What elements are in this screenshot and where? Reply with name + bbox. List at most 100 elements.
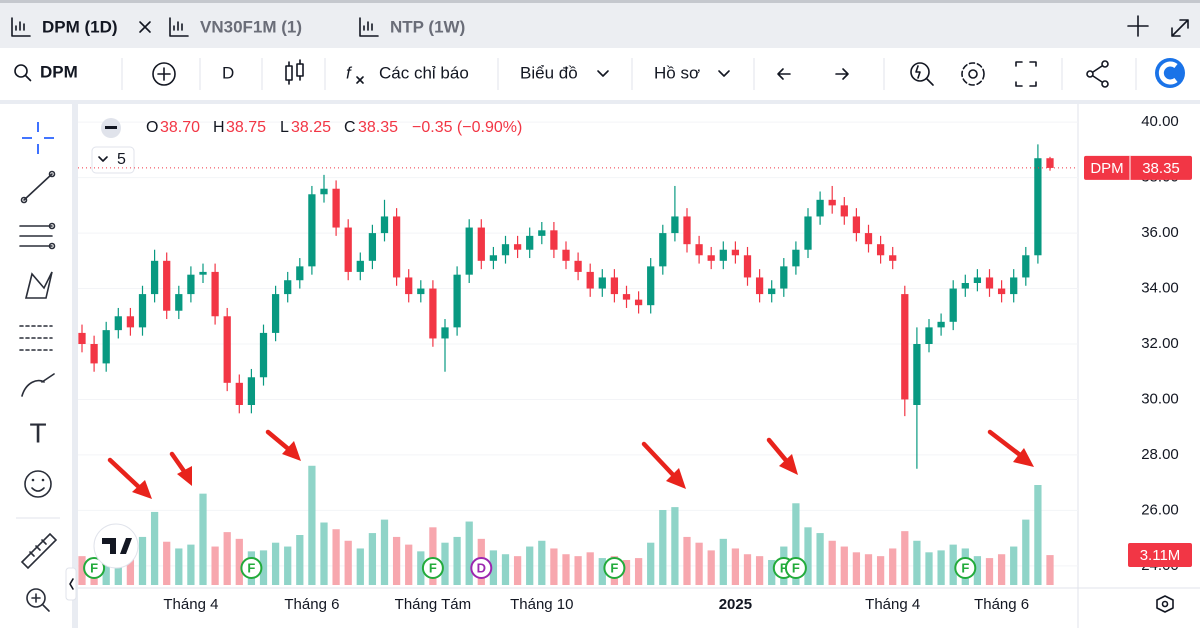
fullscreen-icon[interactable] (1015, 61, 1037, 87)
line-tool[interactable] (20, 170, 56, 204)
candle-body (852, 216, 861, 234)
tab-label[interactable]: VN30F1M (1) (200, 17, 302, 36)
candle-body (114, 316, 122, 331)
candle-body (707, 255, 715, 261)
volume-bar (199, 493, 207, 585)
chart-type-label[interactable]: Biểu đồ (520, 63, 578, 82)
profile-menu[interactable]: Hồ sơ (654, 63, 730, 82)
volume-bar (175, 548, 183, 585)
x-tick-label: 2025 (719, 596, 752, 613)
x-tick-label: Tháng 6 (974, 596, 1029, 613)
auto-scale-button[interactable] (1156, 595, 1174, 613)
volume-bar (695, 542, 703, 585)
price-tag-bg (1084, 155, 1192, 180)
volume-bar (126, 551, 135, 585)
indicators-button[interactable]: f Các chỉ báo (346, 63, 469, 84)
candle-body (526, 235, 534, 250)
redo-icon[interactable] (835, 68, 849, 80)
interval[interactable]: D (222, 63, 234, 82)
candle-type-button[interactable] (285, 59, 304, 85)
legend-change: −0.35 (−0.90%) (412, 119, 522, 136)
profile-label[interactable]: Hồ sơ (654, 63, 700, 82)
chart-panel (78, 104, 1200, 628)
add-tab-icon[interactable] (1127, 15, 1149, 37)
fx-icon[interactable]: f (346, 63, 353, 82)
candle-body (513, 244, 522, 250)
candle-body (344, 227, 352, 272)
volume-bar (828, 540, 836, 585)
share-icon[interactable] (1086, 60, 1109, 88)
ruler-tool[interactable] (20, 532, 58, 570)
collapse-button[interactable]: 5 (91, 146, 135, 174)
volume-bar (840, 546, 848, 585)
volume-bar (659, 510, 667, 585)
volume-bar (852, 552, 861, 585)
volume-bar (211, 546, 219, 585)
volume-bar (755, 556, 764, 585)
pattern-tool[interactable] (24, 271, 53, 299)
candle-body (356, 260, 364, 272)
volume-bar (985, 558, 994, 585)
indicators-label[interactable]: Các chỉ báo (379, 63, 469, 82)
emoji-tool[interactable] (24, 470, 52, 498)
collapsed-count[interactable]: 5 (117, 151, 126, 168)
tab[interactable]: DPM (1D) (11, 17, 151, 37)
tab-label[interactable]: DPM (1D) (42, 17, 118, 36)
alert-search-icon[interactable] (910, 62, 934, 86)
volume-bar (647, 542, 655, 585)
settings-icon[interactable] (961, 62, 985, 86)
tab-label[interactable]: NTP (1W) (390, 17, 465, 36)
zoom-tool[interactable] (26, 588, 50, 612)
volume-bar (284, 546, 292, 585)
volume-bar (731, 548, 740, 585)
crosshair-tool[interactable] (22, 122, 54, 154)
symbol[interactable]: DPM (40, 62, 78, 81)
volume-bar (889, 548, 897, 585)
candle-body (429, 288, 437, 339)
compare-button[interactable] (152, 62, 176, 86)
candle-body (622, 294, 631, 300)
watermark-logo (93, 523, 139, 569)
text-tool[interactable]: T (29, 417, 46, 448)
volume-bar (320, 522, 328, 585)
undo-icon[interactable] (777, 68, 791, 80)
x-tick-label: Tháng 10 (510, 596, 573, 613)
hide-button[interactable] (101, 118, 121, 138)
candle-body (647, 266, 655, 306)
tab[interactable]: VN30F1M (1) (169, 17, 302, 37)
volume-bar (344, 540, 352, 585)
brand-logo[interactable] (1155, 58, 1185, 88)
candle-body (937, 321, 945, 328)
y-tick-label: 30.00 (1141, 390, 1179, 407)
candle-body (78, 332, 86, 344)
tab[interactable]: NTP (1W) (359, 17, 465, 37)
candle-body (247, 377, 256, 405)
close-icon[interactable] (139, 21, 151, 33)
scroll-left[interactable] (65, 567, 77, 601)
candle-body (392, 216, 401, 278)
volume-bar (368, 533, 377, 585)
candle-body (284, 280, 292, 295)
expand-icon[interactable] (1171, 19, 1189, 37)
candle-body (380, 216, 389, 234)
candle-body (90, 344, 98, 364)
volume-bar (586, 552, 594, 585)
prediction-tool[interactable] (19, 325, 53, 351)
candle-body (368, 233, 377, 261)
volume-bar (405, 544, 413, 585)
legend-key: L (280, 119, 289, 136)
symbol-search[interactable]: DPM (14, 62, 78, 81)
brush-tool[interactable] (21, 373, 55, 397)
volume-bar (187, 544, 195, 585)
volume-bar (816, 533, 824, 585)
candle-body (1022, 255, 1030, 278)
candle-body (671, 216, 679, 234)
volume-bar (114, 558, 122, 585)
candle-body (320, 188, 328, 195)
candle-body (913, 344, 921, 405)
fib-tool[interactable] (19, 222, 56, 250)
volume-bar (513, 556, 522, 585)
arrow (766, 437, 798, 475)
candle-body (816, 199, 824, 217)
chart-type-menu[interactable]: Biểu đồ (520, 63, 609, 82)
